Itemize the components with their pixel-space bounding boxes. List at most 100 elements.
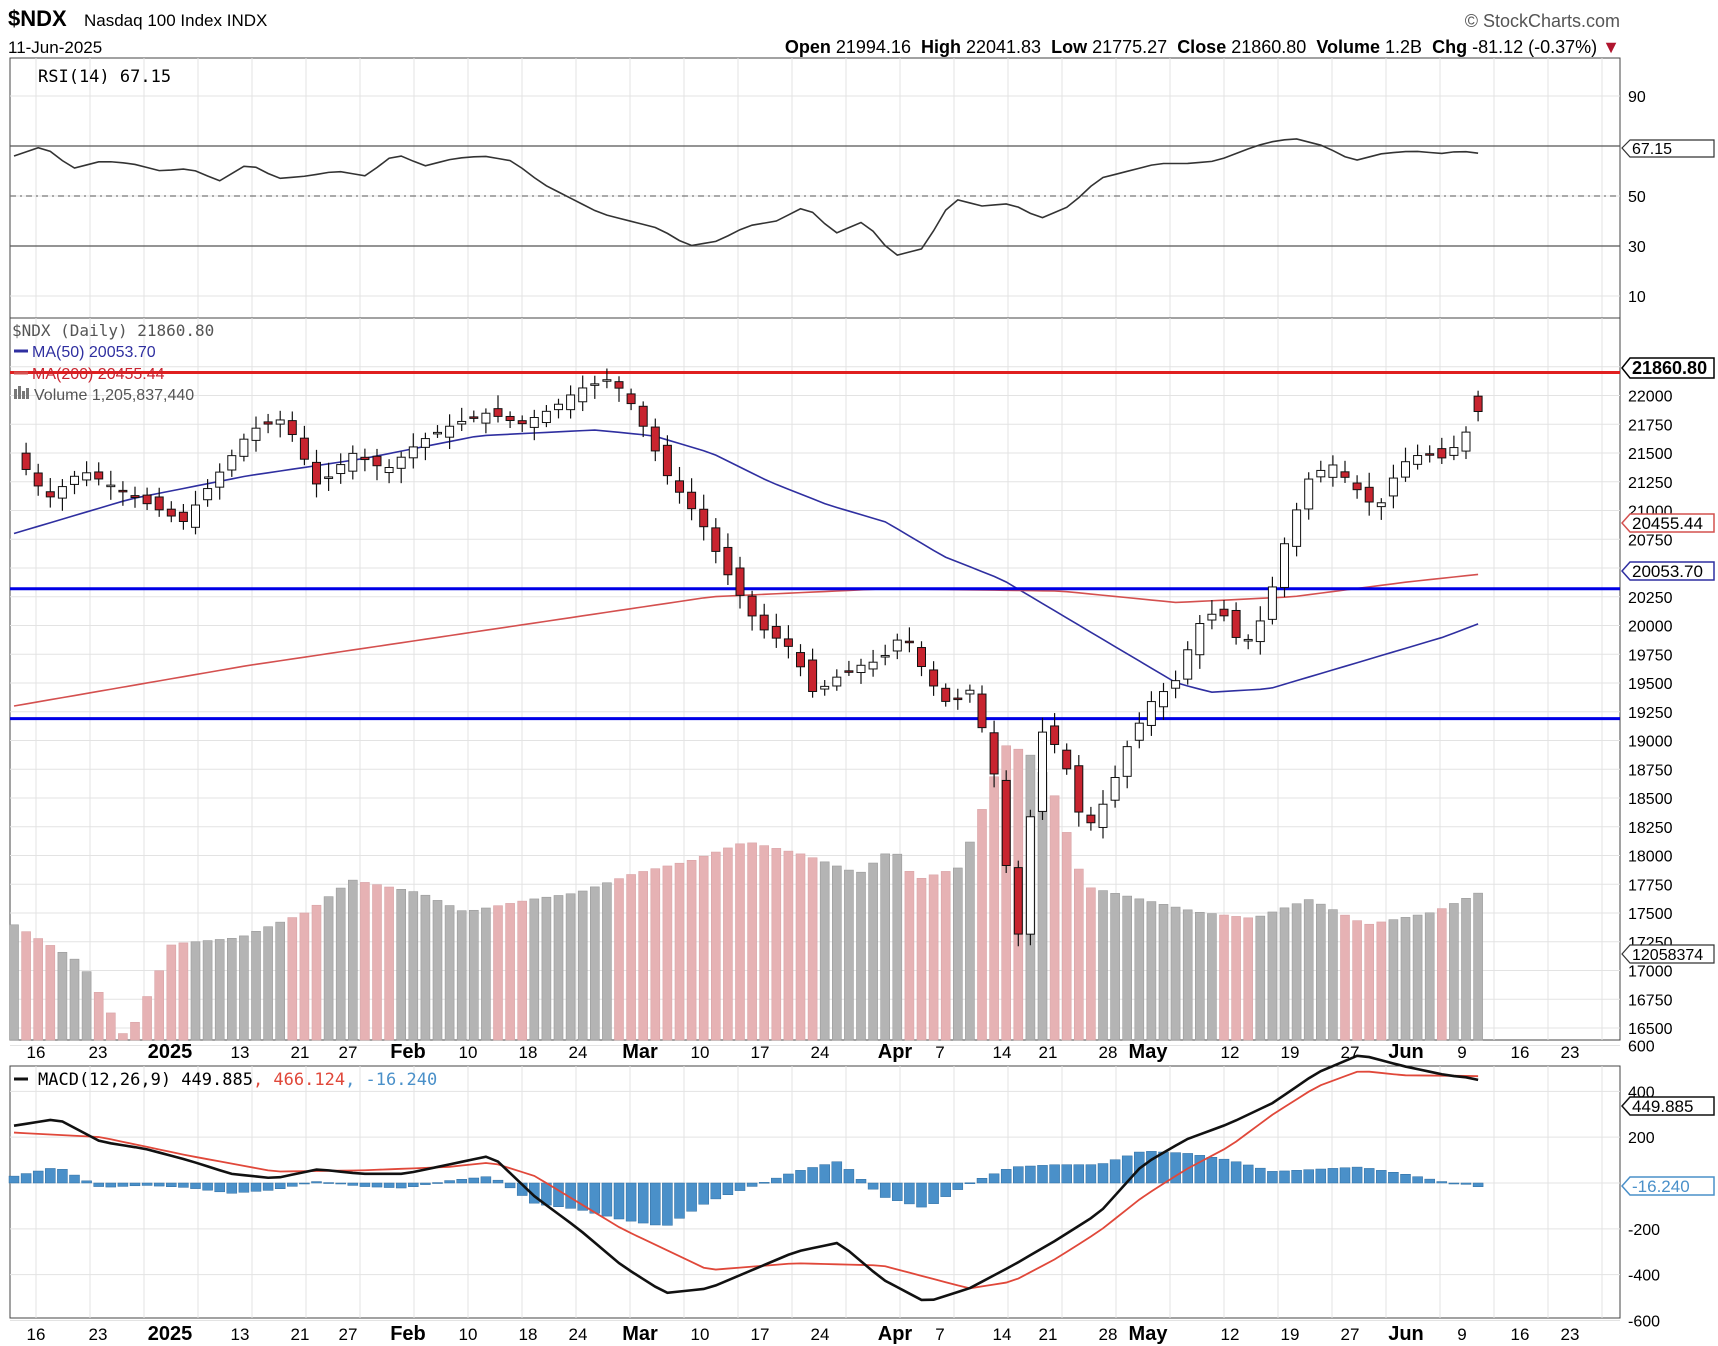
macd-histogram-bar [287, 1182, 298, 1187]
candle-body [590, 383, 600, 386]
price-tick-label: 19750 [1628, 647, 1673, 664]
candle-body [154, 496, 164, 511]
date-axis-label: 27 [339, 1043, 358, 1062]
price-tick-label: 20250 [1628, 590, 1673, 607]
macd-legend-signal: , 466.124 [253, 1070, 345, 1090]
volume-bar [577, 890, 588, 1041]
candle-body [1122, 746, 1132, 777]
volume-bar [1424, 912, 1435, 1041]
macd-tick-label: 600 [1628, 1038, 1655, 1055]
price-tick-label: 17000 [1628, 964, 1673, 981]
candle-body [808, 659, 818, 692]
price-candle [1110, 765, 1120, 808]
candle-body [868, 661, 878, 670]
date-axis-label: 17 [751, 1043, 770, 1062]
macd-histogram-bar [129, 1182, 141, 1187]
price-tick-label: 17500 [1628, 906, 1673, 923]
macd-histogram-bar [504, 1182, 516, 1189]
date-axis-label: 28 [1099, 1325, 1118, 1344]
volume-bar [468, 909, 479, 1041]
rsi-tick-label: 30 [1628, 239, 1646, 256]
macd-histogram-bar [153, 1182, 165, 1187]
macd-tick-label: 200 [1628, 1130, 1655, 1147]
date-axis-label: May [1129, 1323, 1169, 1345]
macd-histogram-bar [81, 1180, 92, 1184]
price-candle [1146, 691, 1156, 736]
macd-histogram-bar [8, 1175, 20, 1184]
candle-body [1038, 731, 1047, 812]
volume-bar [1328, 909, 1338, 1041]
volume-bar [166, 944, 177, 1041]
price-candle [324, 462, 334, 491]
macd-histogram-bar [771, 1177, 782, 1184]
candle-body [1074, 765, 1084, 813]
volume-bar [1437, 908, 1447, 1041]
candle-body [1062, 749, 1072, 770]
candle-body [166, 508, 176, 517]
low-label: Low [1051, 37, 1088, 57]
candle-body [469, 416, 479, 419]
chart-symbol: $NDX [8, 6, 67, 31]
volume-bar [1473, 892, 1483, 1041]
volume-bar [952, 867, 963, 1041]
macd-histogram-bar [698, 1182, 709, 1205]
volume-bar [626, 874, 636, 1041]
price-candle [808, 648, 818, 698]
price-candle [977, 685, 987, 733]
volume-bar [807, 857, 818, 1041]
price-candle [759, 603, 769, 639]
price-candle [1207, 600, 1217, 630]
macd-histogram-bar [335, 1182, 346, 1185]
macd-histogram-bar [420, 1182, 431, 1185]
candle-body [493, 408, 503, 417]
macd-histogram-bar [1279, 1170, 1290, 1184]
price-candle [299, 425, 309, 466]
price-tick-label: 19500 [1628, 676, 1673, 693]
macd-histogram-bar [408, 1182, 419, 1187]
ma50-legend: MA(50) 20053.70 [32, 344, 156, 361]
candle-body [529, 417, 539, 428]
volume-bar [831, 865, 842, 1041]
price-candle [348, 445, 358, 480]
date-axis-label: 12 [1221, 1043, 1240, 1062]
price-candle [433, 425, 442, 438]
price-candle [457, 407, 467, 431]
candle-body [1388, 477, 1398, 497]
candle-body [1255, 620, 1265, 643]
macd-histogram-bar [686, 1182, 697, 1212]
price-candle [287, 411, 297, 442]
price-candle [1401, 447, 1410, 482]
price-legend: $NDX (Daily) 21860.80 [12, 321, 214, 340]
price-candle [45, 478, 55, 508]
candle-body [989, 732, 999, 775]
price-candle [481, 408, 491, 434]
price-tick-label: 18000 [1628, 849, 1673, 866]
macd-histogram-bar [855, 1179, 867, 1184]
date-axis-label: 13 [231, 1325, 250, 1344]
macd-histogram-bar [625, 1182, 637, 1222]
candle-body [45, 491, 55, 498]
volume-bar [408, 891, 419, 1041]
volume-bar [977, 809, 987, 1041]
candle-body [844, 670, 854, 673]
macd-histogram-bar [892, 1182, 903, 1201]
ma200-line [13, 573, 1479, 707]
macd-histogram-bar [45, 1168, 56, 1184]
volume-legend: Volume 1,205,837,440 [34, 387, 194, 404]
macd-histogram-bar [1194, 1155, 1206, 1184]
macd-tick-label: -600 [1628, 1314, 1660, 1331]
macd-signal-line [13, 1070, 1479, 1290]
price-candle [130, 486, 140, 508]
candle-body [1437, 448, 1447, 459]
price-candle [1074, 755, 1084, 827]
candle-body [275, 419, 285, 425]
volume-bar [710, 851, 721, 1041]
price-candle [1328, 455, 1338, 487]
candle-body [1352, 482, 1362, 491]
volume-bar [21, 931, 31, 1041]
chart-name: Nasdaq 100 Index INDX [84, 11, 267, 31]
volume-bar [130, 1021, 140, 1041]
candle-body [1050, 725, 1060, 745]
volume-bar [650, 868, 661, 1041]
